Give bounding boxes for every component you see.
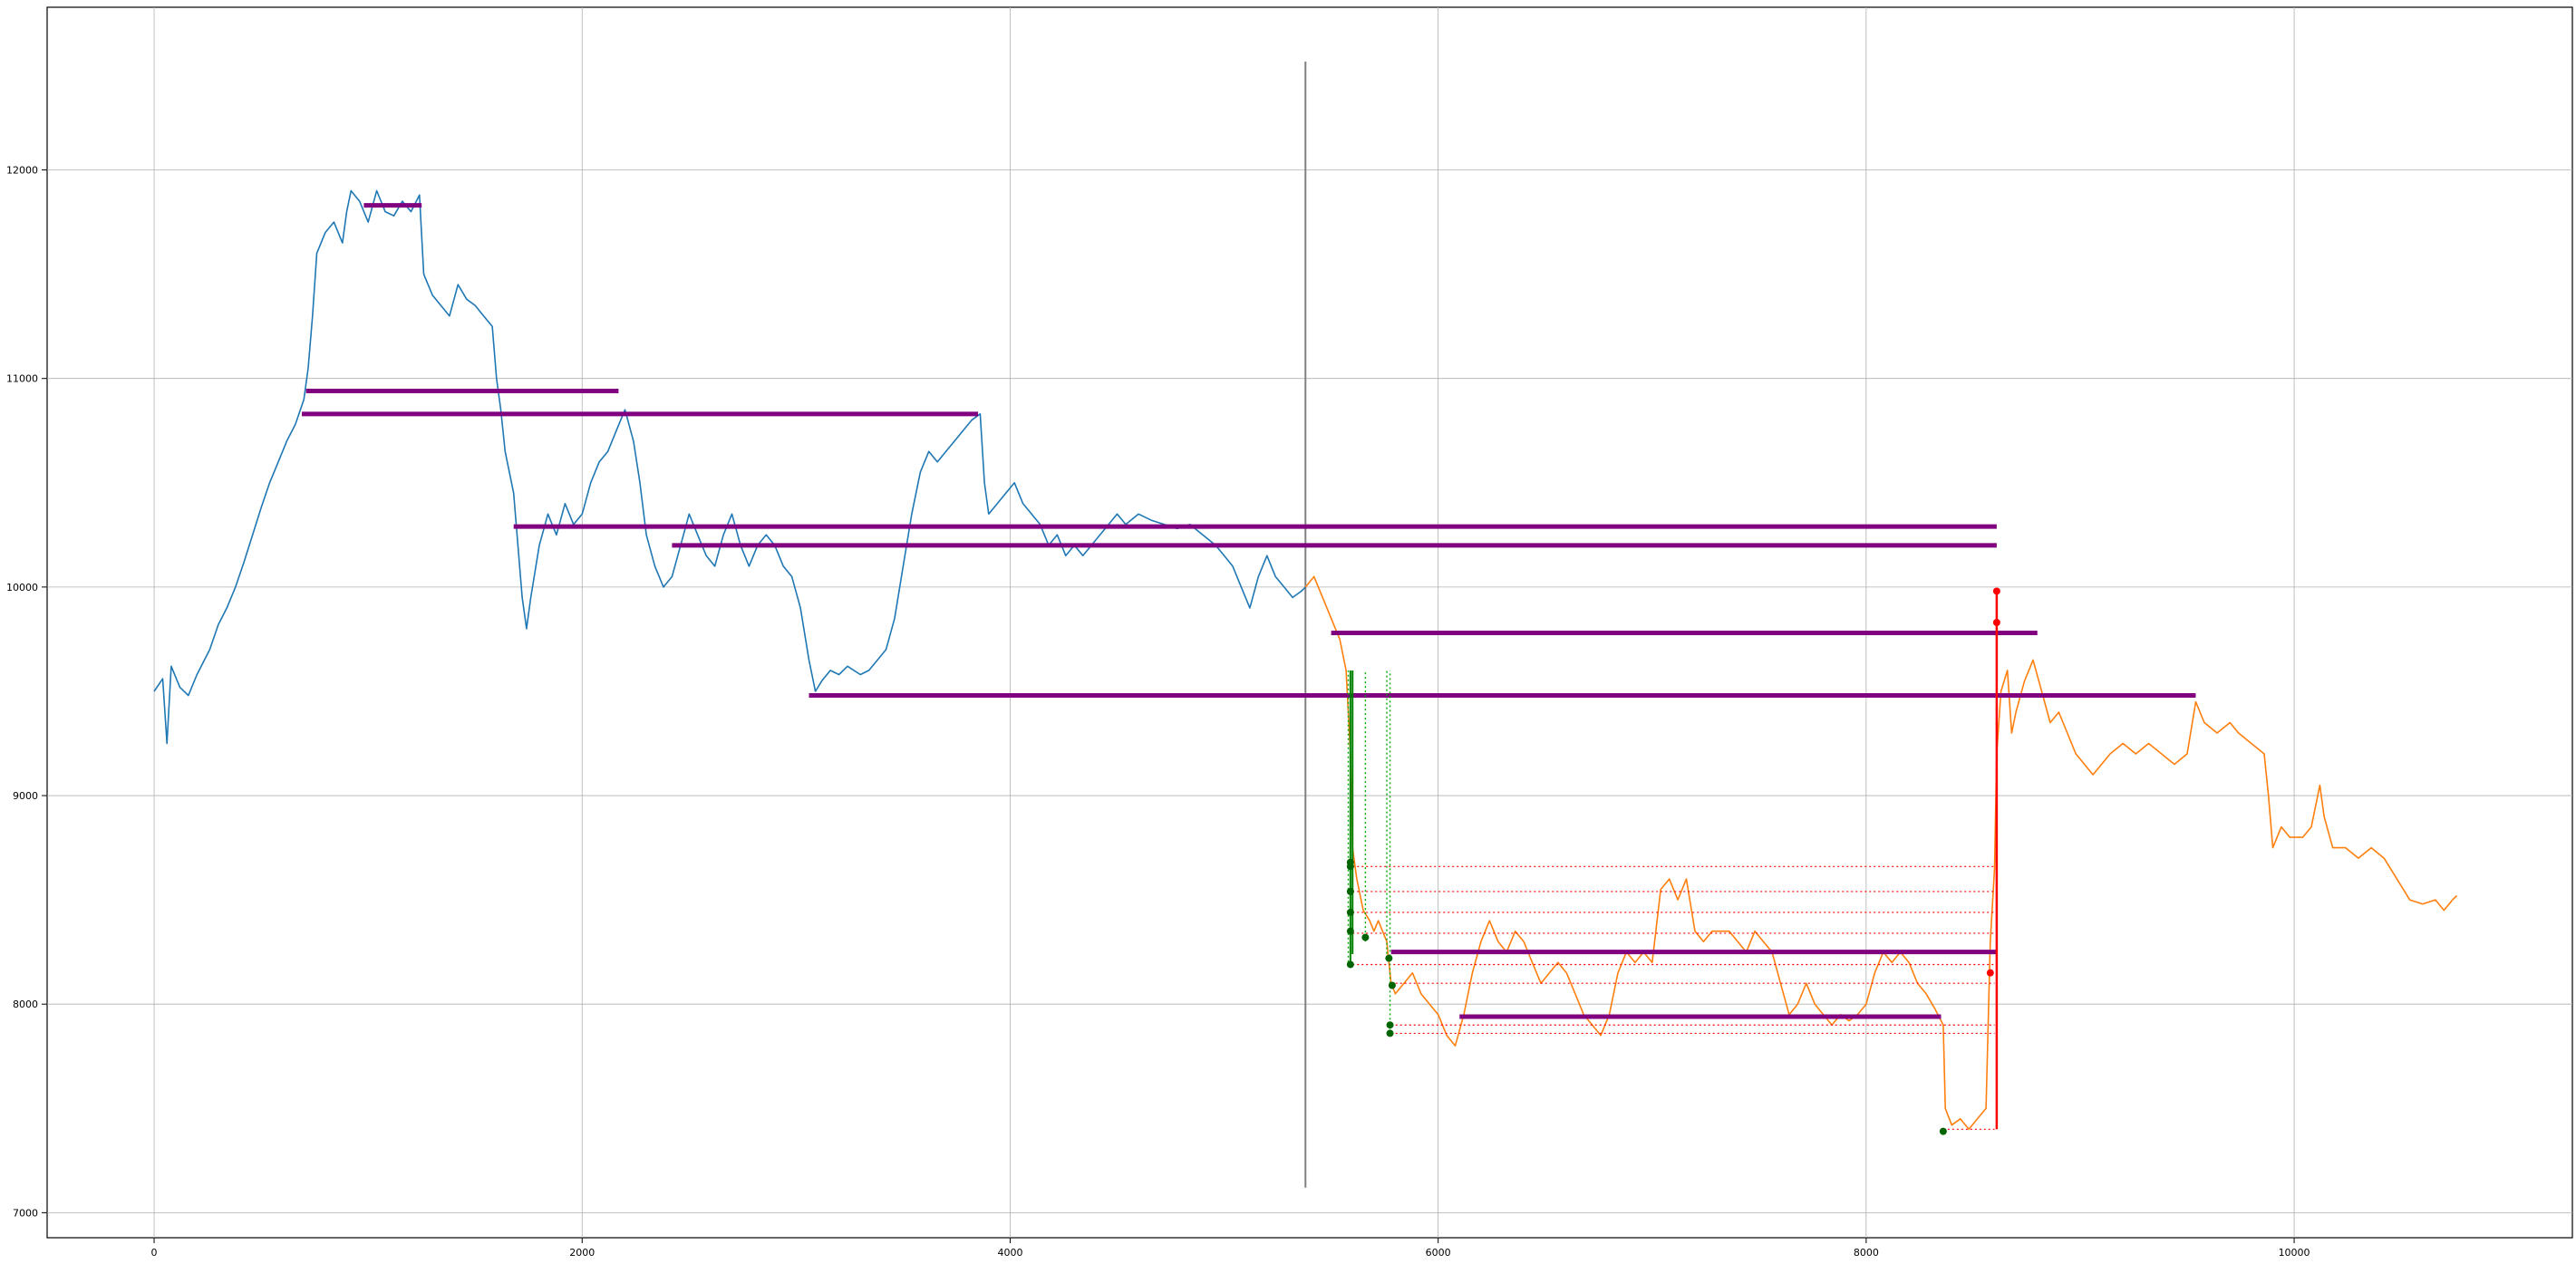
y-tick-label: 7000 xyxy=(13,1207,38,1219)
x-tick-label: 4000 xyxy=(997,1247,1022,1259)
red-point xyxy=(1986,969,1994,977)
y-tick-label: 12000 xyxy=(6,165,38,177)
y-axis-ticks: 7000 8000 9000 10000 11000 12000 xyxy=(6,165,47,1219)
y-tick-label: 8000 xyxy=(13,999,38,1010)
green-point xyxy=(1346,908,1354,916)
green-point xyxy=(1361,933,1370,941)
level-lines-layer xyxy=(301,203,2196,1130)
x-axis-ticks: 0 2000 4000 6000 8000 10000 xyxy=(151,1238,2310,1259)
plot-area xyxy=(46,6,2573,1239)
green-point xyxy=(1346,858,1354,866)
green-point xyxy=(1386,1021,1394,1029)
red-point xyxy=(1992,619,2000,626)
x-tick-label: 2000 xyxy=(569,1247,595,1259)
x-tick-label: 8000 xyxy=(1854,1247,1879,1259)
x-tick-label: 0 xyxy=(151,1247,158,1259)
y-tick-label: 11000 xyxy=(6,373,38,385)
green-point xyxy=(1346,960,1354,969)
signal-layer xyxy=(1346,587,2000,1135)
green-point xyxy=(1388,981,1396,989)
series-line-1 xyxy=(153,189,1306,745)
green-point xyxy=(1346,927,1354,935)
y-tick-label: 9000 xyxy=(13,790,38,802)
x-tick-label: 6000 xyxy=(1426,1247,1451,1259)
green-point xyxy=(1385,954,1393,962)
green-point xyxy=(1939,1127,1947,1135)
y-tick-label: 10000 xyxy=(6,582,38,593)
green-point xyxy=(1346,887,1354,895)
grid xyxy=(47,7,2572,1238)
x-tick-label: 10000 xyxy=(2279,1247,2310,1259)
series-layer xyxy=(153,189,2458,1131)
red-point xyxy=(1992,587,2000,595)
series-line-2 xyxy=(1304,575,2458,1131)
green-point xyxy=(1386,1029,1394,1037)
